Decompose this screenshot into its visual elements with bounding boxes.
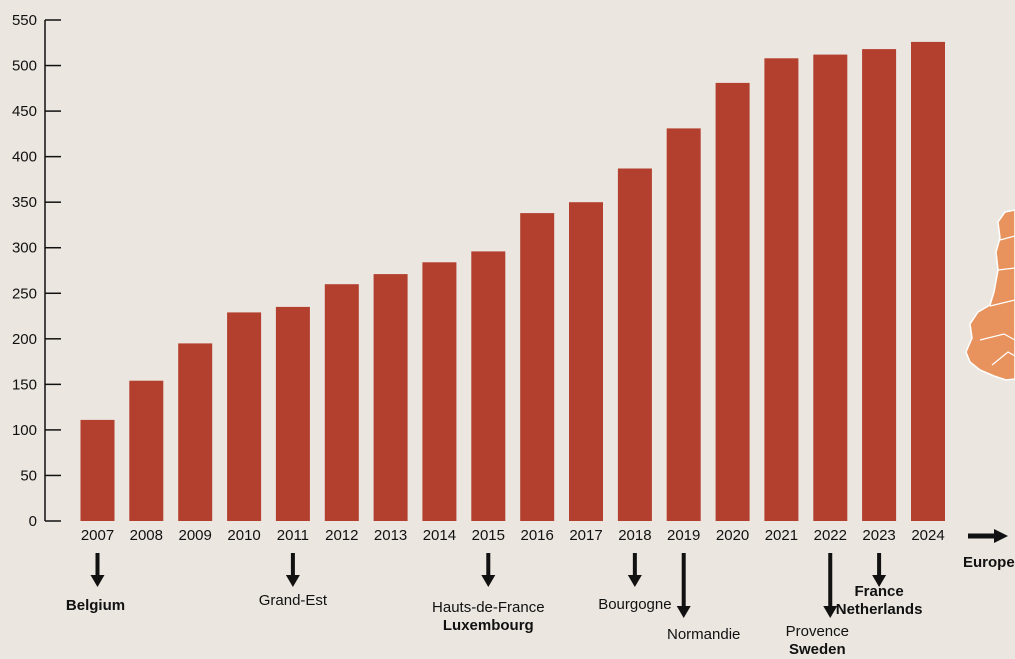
- europe-label: Europe: [963, 554, 1015, 571]
- europe-arrow-icon: [968, 529, 1008, 543]
- bar-2012: [324, 284, 359, 521]
- annotation-label-2023: Netherlands: [836, 601, 923, 618]
- bar-2009: [178, 343, 213, 521]
- down-arrow-icon: [676, 606, 691, 618]
- down-arrow-icon: [627, 575, 642, 587]
- annotation-label-2019: Normandie: [667, 626, 740, 643]
- annotation-label-2022: Provence: [786, 623, 849, 640]
- y-tick-label: 400: [12, 149, 37, 166]
- y-tick-label: 150: [12, 376, 37, 393]
- x-tick-label: 2016: [521, 527, 554, 544]
- down-arrow-icon: [285, 575, 300, 587]
- bars-group: [80, 41, 945, 522]
- annotation-label-2015: Luxembourg: [443, 617, 534, 634]
- down-arrow-icon: [90, 575, 105, 587]
- bar-2011: [275, 306, 310, 521]
- y-tick-label: 300: [12, 240, 37, 257]
- y-tick-label: 200: [12, 331, 37, 348]
- annotation-label-2007: Belgium: [66, 597, 125, 614]
- y-tick-label: 500: [12, 58, 37, 75]
- x-tick-label: 2014: [423, 527, 456, 544]
- annotation-label-2022: Sweden: [789, 641, 846, 654]
- y-tick-label: 100: [12, 422, 37, 439]
- bar-2014: [422, 262, 457, 521]
- bar-2016: [520, 213, 555, 521]
- annotations-group: Belgium Grand-Est Hauts-de-FranceLuxembour…: [66, 553, 923, 658]
- bar-2017: [569, 202, 603, 521]
- bar-2013: [373, 274, 408, 521]
- bar-2008: [129, 380, 164, 521]
- x-tick-label: 2012: [325, 527, 358, 544]
- bar-2022: [813, 54, 848, 521]
- x-tick-label: 2023: [862, 527, 895, 544]
- y-tick-label: 0: [29, 513, 37, 530]
- europe-map-icon: [965, 209, 1015, 381]
- y-tick-label: 350: [12, 194, 37, 211]
- x-tick-label: 2017: [569, 527, 602, 544]
- x-tick-label: 2020: [716, 527, 749, 544]
- x-tick-label: 2011: [277, 527, 309, 544]
- bar-2015: [471, 251, 506, 521]
- x-tick-label: 2015: [472, 527, 505, 544]
- bar-2024: [911, 41, 945, 522]
- y-tick-label: 550: [12, 12, 37, 29]
- bar-2019: [666, 128, 701, 521]
- x-tick-label: 2021: [765, 527, 798, 544]
- x-tick-label: 2008: [130, 527, 163, 544]
- annotation-label-2011: Grand-Est: [259, 592, 328, 609]
- x-tick-label: 2010: [227, 527, 260, 544]
- x-tick-label: 2024: [911, 527, 944, 544]
- x-tick-label: 2007: [81, 527, 114, 544]
- bar-2020: [715, 82, 750, 522]
- bar-2023: [862, 49, 897, 521]
- annotation-label-2023: France: [854, 583, 903, 600]
- bar-2010: [227, 312, 262, 521]
- annotation-label-2018: Bourgogne: [598, 596, 671, 613]
- y-tick-label: 250: [12, 285, 37, 302]
- x-tick-label: 2018: [618, 527, 651, 544]
- y-tick-label: 50: [20, 467, 37, 484]
- x-tick-label: 2013: [374, 527, 407, 544]
- y-axis: 0 50 100 150 200 250 300 350 400 450 500 550: [12, 12, 61, 530]
- x-tick-label: 2019: [667, 527, 700, 544]
- x-tick-labels: 2007 2008 2009 2010 2011 2012 2013 2014 2015 2016…: [81, 527, 945, 544]
- down-arrow-icon: [823, 606, 838, 618]
- annotation-label-2015: Hauts-de-France: [432, 599, 545, 616]
- x-tick-label: 2009: [179, 527, 212, 544]
- x-tick-label: 2022: [814, 527, 847, 544]
- bar-2007: [80, 419, 115, 521]
- bar-2018: [617, 168, 652, 521]
- down-arrow-icon: [872, 575, 887, 587]
- y-tick-label: 450: [12, 103, 37, 120]
- bar-2021: [764, 58, 799, 522]
- down-arrow-icon: [481, 575, 496, 587]
